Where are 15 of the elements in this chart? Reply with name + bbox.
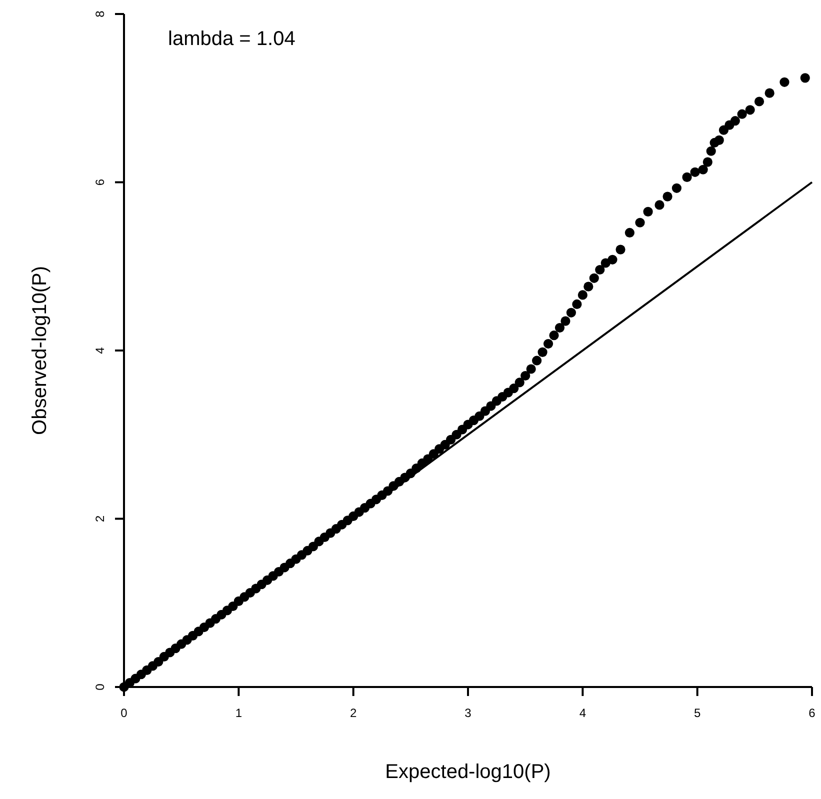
x-tick-label: 3 bbox=[464, 706, 472, 720]
x-axis-title: Expected-log10(P) bbox=[385, 761, 551, 783]
y-tick-label: 8 bbox=[93, 10, 107, 18]
annotation: lambda = 1.04 bbox=[168, 28, 296, 50]
x-tick-label: 1 bbox=[235, 706, 242, 720]
x-tick-label: 4 bbox=[579, 706, 586, 720]
y-tick-label: 6 bbox=[93, 178, 107, 186]
x-tick-label: 2 bbox=[350, 706, 357, 720]
y-tick-label: 2 bbox=[93, 515, 107, 522]
y-tick-label: 4 bbox=[93, 346, 107, 354]
x-tick-label: 6 bbox=[808, 706, 816, 720]
y-tick-label: 0 bbox=[93, 683, 107, 690]
x-tick-label: 5 bbox=[694, 706, 701, 720]
y-axis-title: Observed-log10(P) bbox=[29, 266, 51, 435]
x-tick-label: 0 bbox=[120, 706, 128, 720]
